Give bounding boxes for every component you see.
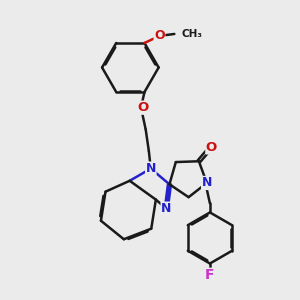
Text: O: O bbox=[206, 141, 217, 154]
Text: O: O bbox=[154, 29, 165, 42]
Text: N: N bbox=[202, 176, 212, 190]
Text: N: N bbox=[146, 162, 156, 175]
Text: O: O bbox=[137, 101, 148, 114]
Text: N: N bbox=[161, 202, 172, 215]
Text: CH₃: CH₃ bbox=[182, 29, 203, 39]
Text: F: F bbox=[205, 268, 215, 282]
